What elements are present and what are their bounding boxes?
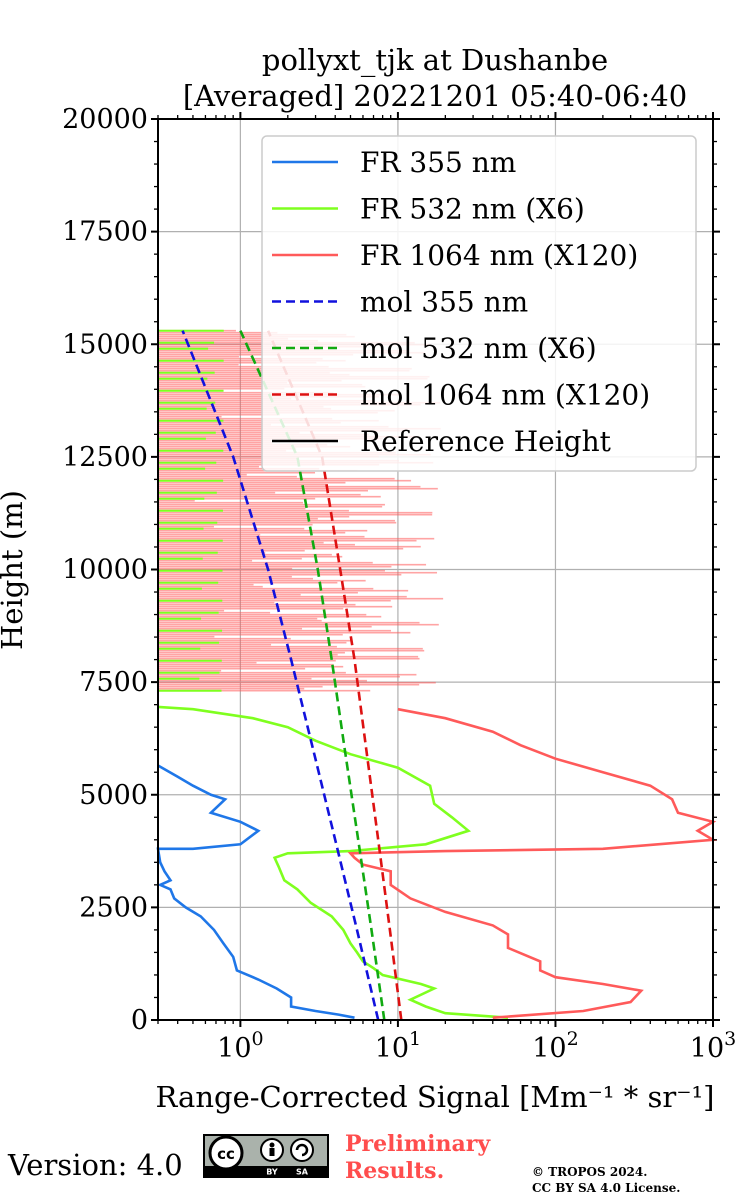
y-tick-label: 12500 xyxy=(62,442,148,473)
chart-title-line1: pollyxt_tjk at Dushanbe xyxy=(262,43,608,78)
svg-text:SA: SA xyxy=(296,1168,309,1177)
x-axis-label: Range-Corrected Signal [Mm⁻¹ * sr⁻¹] xyxy=(156,1080,715,1114)
y-axis-label: Height (m) xyxy=(0,490,29,650)
legend-box xyxy=(261,135,697,472)
lidar-chart: 0 2500 5000 7500 10000 12500 15000 17500 20000 10… xyxy=(0,43,736,1114)
copyright-line2: CC BY SA 4.0 License. xyxy=(532,1181,681,1195)
y-tick-label: 10000 xyxy=(62,555,148,586)
cc-license-badge: cc BY SA xyxy=(203,1134,329,1178)
x-tick-label: 100 xyxy=(217,1028,263,1064)
series-line-0 xyxy=(156,764,355,1019)
legend-label-6: Reference Height xyxy=(360,425,612,458)
legend-label-4: mol 532 nm (X6) xyxy=(360,332,597,365)
series-line-3 xyxy=(181,330,380,1021)
series-line-1 xyxy=(157,705,509,1019)
x-tick-label: 102 xyxy=(532,1028,578,1064)
series-line-5 xyxy=(266,330,403,1021)
y-tick-label: 0 xyxy=(131,1005,148,1036)
copyright-line1: © TROPOS 2024. xyxy=(532,1165,648,1179)
y-tick-label: 17500 xyxy=(62,217,148,248)
chart-title-line2: [Averaged] 20221201 05:40-06:40 xyxy=(183,79,687,113)
legend: FR 355 nm FR 532 nm (X6) FR 1064 nm (X120)… xyxy=(261,135,697,472)
x-tick-label: 101 xyxy=(375,1028,421,1064)
svg-text:cc: cc xyxy=(217,1145,235,1163)
y-tick-label: 7500 xyxy=(79,667,148,698)
legend-label-5: mol 1064 nm (X120) xyxy=(360,379,650,412)
preliminary-results-note: Preliminary Results. xyxy=(345,1131,491,1184)
y-tick-label: 5000 xyxy=(79,780,148,811)
y-tick-label: 15000 xyxy=(62,329,148,360)
series-line-4 xyxy=(239,330,386,1021)
copyright-note: © TROPOS 2024. CC BY SA 4.0 License. xyxy=(532,1164,742,1196)
legend-label-2: FR 1064 nm (X120) xyxy=(360,239,638,272)
axis-ticks: 0 2500 5000 7500 10000 12500 15000 17500 20000 10… xyxy=(62,104,736,1064)
series-line-2 xyxy=(347,707,718,1019)
version-label: Version: 4.0 xyxy=(8,1148,183,1182)
legend-label-0: FR 355 nm xyxy=(360,146,516,179)
legend-label-1: FR 532 nm (X6) xyxy=(360,193,585,226)
svg-text:BY: BY xyxy=(266,1168,278,1177)
x-tick-label: 103 xyxy=(690,1028,736,1064)
y-tick-label: 2500 xyxy=(79,892,148,923)
y-tick-label: 20000 xyxy=(62,104,148,135)
cc-by-sa-icon: cc BY SA xyxy=(205,1135,327,1177)
legend-label-3: mol 355 nm xyxy=(360,286,528,319)
